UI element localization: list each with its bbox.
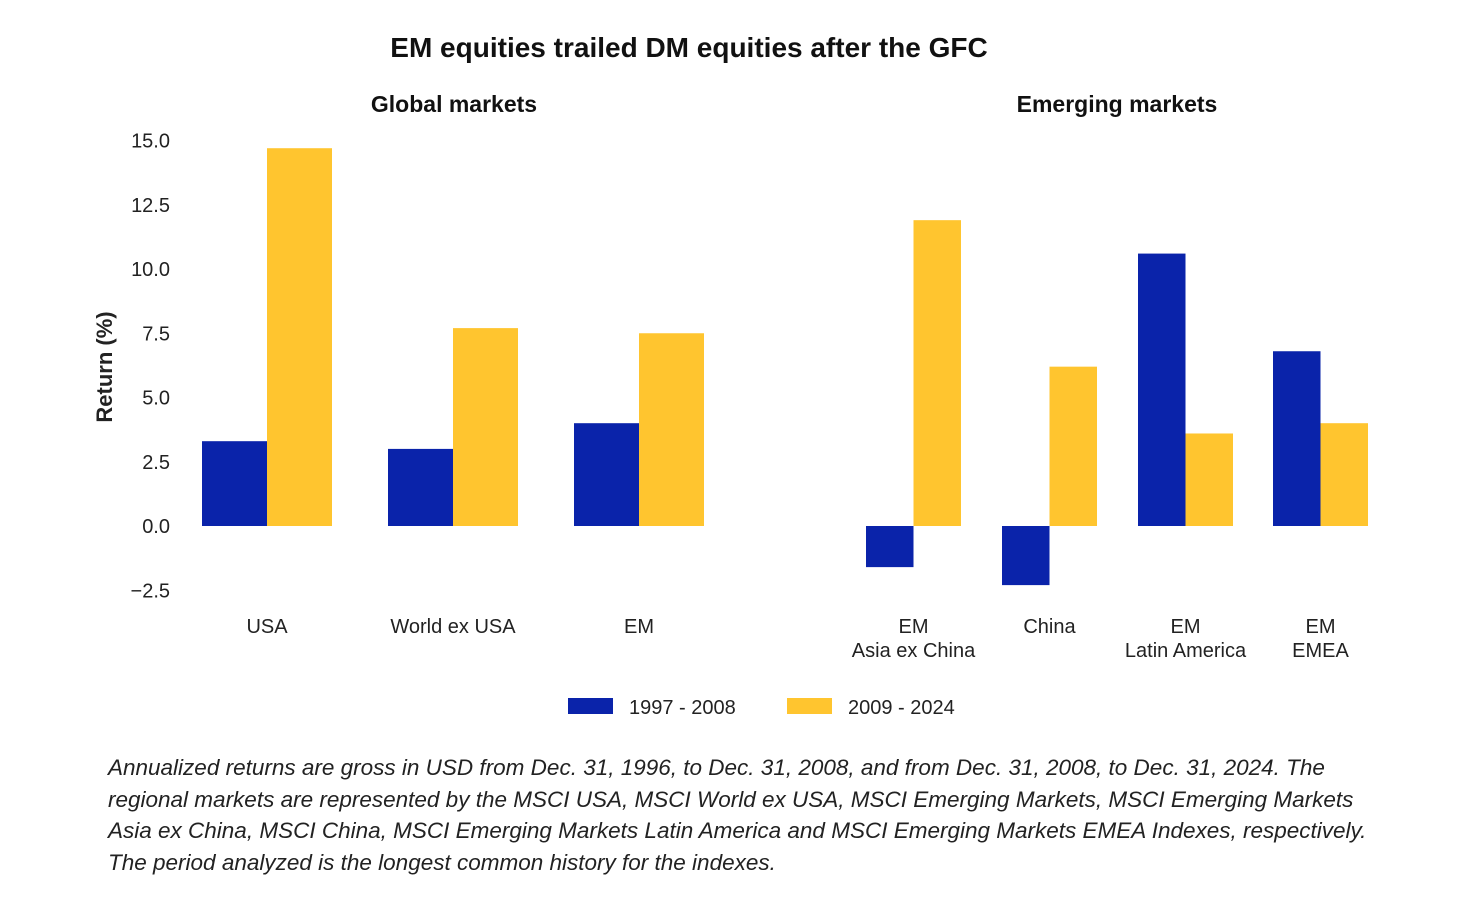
bar-chart: EM equities trailed DM equities after th…: [92, 32, 1368, 719]
footnote: Annualized returns are gross in USD from…: [108, 755, 1367, 875]
y-tick-label: 0.0: [142, 516, 170, 538]
bar-em-emea-series-2: [1320, 423, 1368, 526]
legend-swatch-1997-2008: [568, 698, 613, 714]
y-tick-label: 15.0: [131, 131, 170, 153]
y-tick-label: 5.0: [142, 388, 170, 410]
category-label: EM Latin America: [1125, 616, 1247, 662]
bar-em-asia-ex-china-series-1: [866, 526, 914, 568]
y-tick-label: −2.5: [131, 580, 170, 602]
bar-china-series-2: [1049, 366, 1097, 526]
legend: 1997 - 2008 2009 - 2024: [568, 697, 955, 719]
bar-world-ex-usa-series-1: [388, 448, 453, 526]
category-labels: USA World ex USA EM EM Asia ex China China EM L…: [246, 616, 1349, 662]
y-tick-label: 2.5: [142, 452, 170, 474]
y-tick-label: 10.0: [131, 259, 170, 281]
legend-swatch-2009-2024: [787, 698, 832, 714]
y-tick-label: 12.5: [131, 195, 170, 217]
bar-china-series-1: [1002, 526, 1050, 586]
category-label: World ex USA: [390, 616, 516, 638]
bar-em-emea-series-1: [1273, 351, 1321, 526]
bar-usa-series-1: [202, 441, 267, 526]
bar-em-series-2: [639, 333, 704, 526]
category-label: EM Asia ex China: [852, 616, 976, 662]
y-axis-label: Return (%): [92, 311, 117, 422]
panel-title-global: Global markets: [371, 91, 537, 117]
bar-em-latin-america-series-1: [1138, 253, 1186, 526]
category-label: EM: [624, 616, 654, 638]
y-axis-ticks: 15.0 12.5 10.0 7.5 5.0 2.5 0.0 −2.5: [131, 131, 170, 603]
bar-usa-series-2: [267, 148, 332, 526]
category-label: USA: [246, 616, 288, 638]
panel-title-emerging: Emerging markets: [1017, 91, 1218, 117]
bar-em-series-1: [574, 423, 639, 526]
bar-em-asia-ex-china-series-2: [913, 220, 961, 527]
category-label: EM EMEA: [1292, 616, 1349, 662]
chart-title: EM equities trailed DM equities after th…: [390, 32, 987, 63]
category-label: China: [1023, 616, 1076, 638]
legend-label-1997-2008: 1997 - 2008: [629, 697, 736, 719]
legend-label-2009-2024: 2009 - 2024: [848, 697, 955, 719]
bar-em-latin-america-series-2: [1185, 433, 1233, 526]
bar-world-ex-usa-series-2: [453, 328, 518, 526]
y-tick-label: 7.5: [142, 323, 170, 345]
bars-group: [202, 148, 1368, 586]
